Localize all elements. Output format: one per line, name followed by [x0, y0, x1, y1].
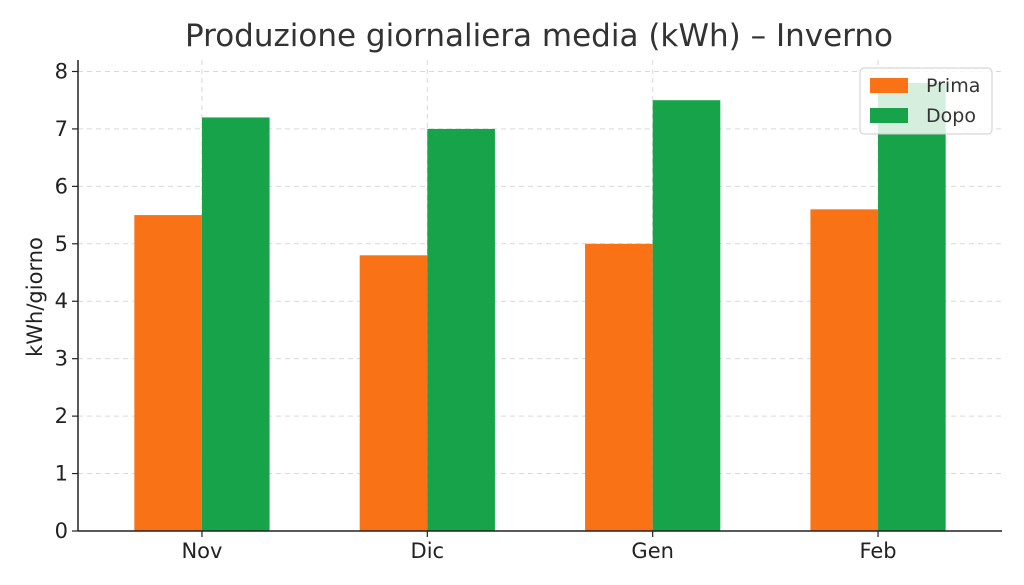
y-tick-label-8: 8: [55, 59, 68, 83]
y-tick-label-6: 6: [55, 174, 68, 198]
x-ticks: Nov Dic Gen Feb: [181, 531, 897, 563]
legend: Prima Dopo: [859, 67, 993, 135]
y-tick-label-0: 0: [55, 519, 68, 543]
x-tick-label-1: Dic: [411, 539, 445, 563]
y-tick-label-2: 2: [55, 404, 68, 428]
y-tick-label-4: 4: [55, 289, 68, 313]
x-tick-label-2: Gen: [631, 539, 674, 563]
x-tick-label-3: Feb: [859, 539, 896, 563]
bar-dopo-gen: [652, 100, 721, 532]
bar-dopo-feb: [878, 82, 946, 531]
y-tick-label-1: 1: [55, 462, 68, 486]
y-ticks: 0 1 2 3 4 5 6 7 8: [55, 59, 78, 543]
axes: [77, 60, 1002, 532]
x-tick-label-0: Nov: [181, 539, 222, 563]
legend-label-dopo: Dopo: [926, 105, 976, 127]
y-axis-label: kWh/giorno: [23, 237, 47, 357]
bar-prima-gen: [585, 243, 653, 531]
legend-swatch-dopo: [870, 108, 908, 123]
bar-prima-feb: [810, 209, 879, 531]
legend-label-prima: Prima: [926, 75, 980, 97]
bar-dopo-dic: [427, 128, 495, 532]
y-tick-label-7: 7: [55, 117, 68, 141]
bar-prima-nov: [134, 215, 202, 531]
chart-title: Produzione giornaliera media (kWh) – Inv…: [185, 18, 893, 54]
legend-swatch-prima: [870, 78, 908, 93]
y-tick-label-5: 5: [55, 232, 68, 256]
bar-dopo-nov: [201, 117, 270, 531]
y-tick-label-3: 3: [55, 347, 68, 371]
bars: [134, 82, 946, 532]
bar-prima-dic: [359, 255, 428, 532]
